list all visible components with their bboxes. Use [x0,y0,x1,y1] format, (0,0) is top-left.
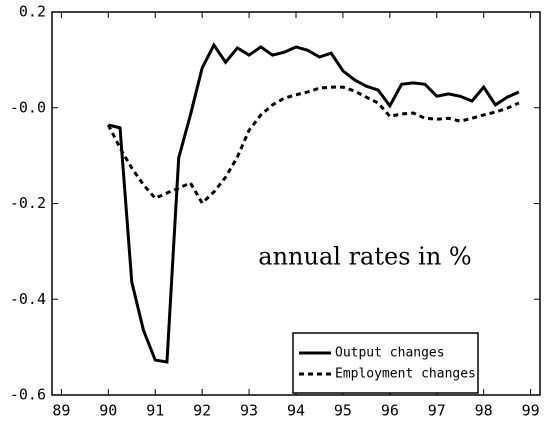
y-tick-label: 0.2 [19,3,46,21]
y-tick-label: -0.2 [10,194,46,212]
x-tick-label: 99 [522,402,540,420]
x-tick-label: 94 [287,402,305,420]
annotation: annual rates in % [258,243,471,271]
legend-label: Employment changes [335,367,476,382]
x-tick-label: 98 [475,402,493,420]
x-tick-label: 97 [428,402,446,420]
series-line [106,85,520,206]
series-line [107,42,520,364]
x-tick-label: 90 [99,402,117,420]
x-tick-label: 96 [381,402,399,420]
y-tick-label: -0.0 [10,98,46,116]
x-tick-label: 91 [146,402,164,420]
x-tick-label: 92 [193,402,211,420]
x-tick-label: 93 [240,402,258,420]
legend-label: Output changes [335,346,445,361]
y-tick-label: -0.4 [10,290,46,308]
y-tick-label: -0.6 [10,386,46,404]
x-tick-label: 89 [52,402,70,420]
x-tick-label: 95 [334,402,352,420]
legend-box [292,332,479,394]
